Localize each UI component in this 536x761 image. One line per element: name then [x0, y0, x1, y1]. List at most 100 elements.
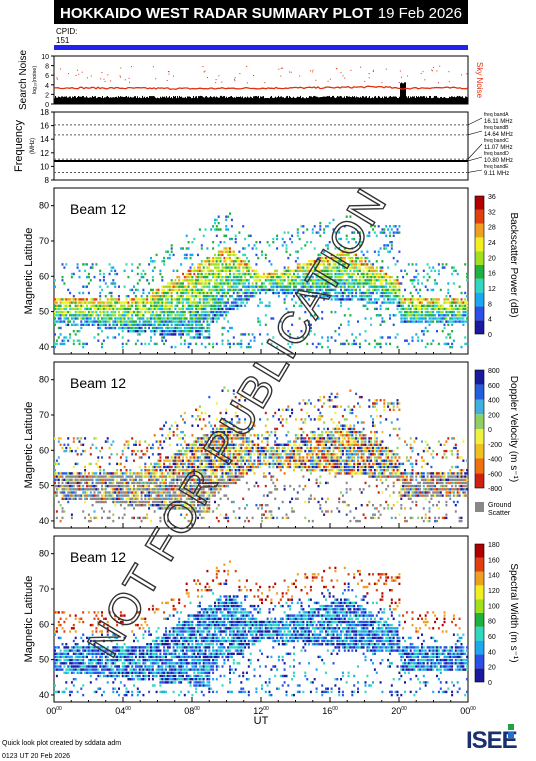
heatmap-cell — [372, 279, 374, 282]
heatmap-cell — [93, 275, 96, 279]
heatmap-cell — [200, 427, 203, 431]
heatmap-cell — [178, 323, 181, 326]
heatmap-cell — [140, 275, 143, 279]
heatmap-cell — [381, 288, 384, 292]
heatmap-cell — [276, 275, 279, 279]
noise-bar — [320, 97, 321, 104]
heatmap-cell — [204, 504, 207, 507]
noise-bar — [111, 97, 112, 104]
heatmap-cell — [364, 260, 367, 263]
noise-speck — [101, 72, 103, 74]
heatmap-cell — [223, 282, 226, 285]
noise-bar — [83, 96, 84, 104]
heatmap-cell — [99, 472, 102, 475]
heatmap-cell — [116, 481, 119, 485]
heatmap-cell — [198, 314, 201, 317]
heatmap-cell — [138, 323, 141, 326]
heatmap-cell — [110, 484, 113, 488]
heatmap-cell — [127, 481, 130, 485]
heatmap-cell — [183, 317, 186, 320]
heatmap-cell — [338, 298, 341, 301]
heatmap-cell — [358, 256, 361, 260]
heatmap-cell — [159, 456, 162, 459]
heatmap-cell — [182, 298, 184, 301]
heatmap-cell — [57, 488, 60, 491]
heatmap-cell — [142, 481, 145, 485]
noise-bar — [277, 97, 278, 104]
heatmap-cell — [214, 266, 216, 269]
heatmap-cell — [223, 317, 226, 320]
heatmap-cell — [347, 288, 350, 292]
heatmap-cell — [195, 288, 198, 292]
heatmap-cell — [82, 449, 85, 453]
heatmap-cell — [464, 336, 467, 339]
heatmap-cell — [223, 260, 226, 263]
heatmap-cell — [336, 260, 339, 263]
heatmap-cell — [138, 504, 141, 507]
heatmap-cell — [244, 285, 247, 288]
heatmap-cell — [325, 260, 327, 263]
heatmap-cell — [202, 437, 205, 440]
heatmap-cell — [191, 507, 194, 510]
heatmap-cell — [373, 339, 376, 342]
heatmap-cell — [227, 256, 230, 260]
heatmap-cell — [170, 459, 173, 462]
heatmap-cell — [219, 228, 222, 231]
heatmap-cell — [65, 449, 68, 453]
heatmap-cell — [84, 469, 87, 472]
heatmap-cell — [82, 345, 85, 349]
heatmap-cell — [208, 279, 211, 282]
heatmap-cell — [65, 478, 68, 481]
heatmap-cell — [104, 472, 107, 475]
heatmap-cell — [93, 472, 96, 475]
heatmap-cell — [336, 272, 339, 276]
heatmap-cell — [464, 263, 467, 266]
heatmap-cell — [400, 317, 403, 320]
heatmap-cell — [351, 266, 354, 269]
heatmap-cell — [197, 272, 199, 276]
heatmap-cell — [234, 304, 237, 307]
heatmap-cell — [57, 472, 60, 475]
heatmap-cell — [97, 304, 100, 307]
heatmap-cell — [404, 317, 406, 320]
heatmap-cell — [195, 295, 198, 298]
heatmap-cell — [163, 314, 166, 317]
heatmap-cell — [212, 247, 215, 250]
heatmap-cell — [114, 314, 117, 317]
heatmap-cell — [112, 307, 115, 311]
heatmap-cell — [229, 247, 231, 250]
heatmap-cell — [230, 269, 233, 272]
heatmap-cell — [59, 320, 62, 323]
heatmap-cell — [155, 314, 158, 317]
heatmap-cell — [255, 241, 258, 244]
heatmap-cell — [129, 491, 132, 494]
heatmap-cell — [161, 481, 164, 485]
lat-tick-label: 70 — [39, 236, 49, 246]
heatmap-cell — [110, 488, 113, 491]
heatmap-cell — [341, 272, 344, 276]
heatmap-cell — [208, 269, 211, 272]
heatmap-cell — [168, 475, 171, 478]
heatmap-cell — [159, 326, 162, 330]
heatmap-cell — [306, 228, 309, 231]
noise-speck — [290, 71, 292, 73]
heatmap-cell — [172, 481, 175, 485]
heatmap-cell — [212, 488, 215, 491]
heatmap-cell — [283, 279, 286, 282]
heatmap-cell — [99, 298, 102, 301]
heatmap-cell — [189, 272, 192, 276]
heatmap-cell — [127, 301, 130, 304]
heatmap-cell — [76, 494, 79, 497]
heatmap-cell — [421, 314, 423, 317]
heatmap-cell — [372, 288, 374, 292]
heatmap-cell — [138, 475, 141, 478]
heatmap-cell — [180, 320, 183, 323]
heatmap-cell — [142, 484, 145, 488]
heatmap-cell — [304, 279, 307, 282]
heatmap-cell — [466, 295, 469, 298]
heatmap-cell — [176, 462, 179, 466]
heatmap-cell — [227, 275, 230, 279]
heatmap-cell — [166, 465, 169, 469]
heatmap-cell — [245, 295, 248, 298]
heatmap-cell — [202, 500, 205, 504]
